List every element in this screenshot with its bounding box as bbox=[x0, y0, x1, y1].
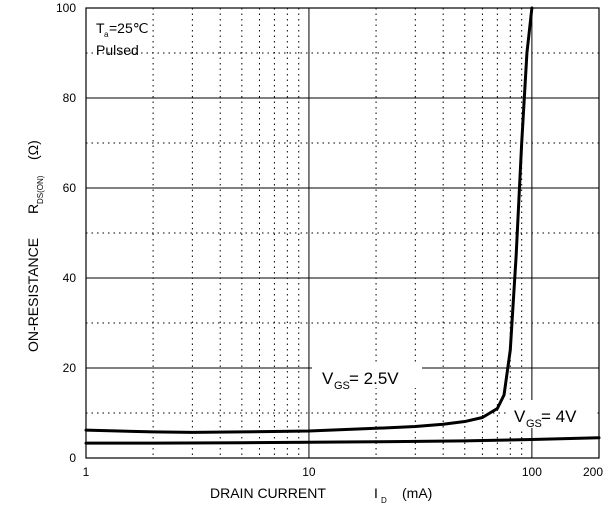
x-tick-label: 200 bbox=[583, 465, 603, 479]
x-axis-title-symbol: I bbox=[374, 485, 378, 501]
label-vgs-4v-bg bbox=[508, 400, 596, 428]
tick-labels: 1 10 100 200 0 20 40 60 80 100 bbox=[56, 1, 603, 479]
y-tick-label: 100 bbox=[56, 1, 76, 15]
y-tick-label: 20 bbox=[63, 361, 77, 375]
label-vgs-4v-value: = 4V bbox=[541, 407, 577, 426]
curve-series-2 bbox=[84, 436, 601, 445]
label-vgs-4v-v: V bbox=[514, 407, 526, 426]
x-tick-label: 1 bbox=[83, 465, 90, 479]
ta-symbol: T bbox=[96, 20, 105, 36]
plot-frame bbox=[85, 7, 600, 459]
x-axis-title: DRAIN CURRENT I D (mA) bbox=[210, 485, 432, 505]
conditions-annotation: T a =25℃ Pulsed bbox=[96, 20, 148, 58]
x-axis-title-subscript: D bbox=[381, 496, 387, 505]
x-axis-title-unit: (mA) bbox=[402, 485, 432, 501]
y-axis-title-unit: (Ω) bbox=[25, 140, 41, 160]
x-tick-label: 100 bbox=[522, 465, 542, 479]
x-tick-label: 10 bbox=[302, 465, 316, 479]
label-vgs-2-5v-bg bbox=[312, 362, 422, 388]
label-vgs-2-5v: V GS = 2.5V bbox=[312, 362, 422, 392]
curves bbox=[84, 6, 601, 445]
label-vgs-2-5v-v: V bbox=[322, 369, 334, 388]
y-tick-label: 60 bbox=[63, 181, 77, 195]
y-axis-title-text: ON-RESISTANCE bbox=[25, 238, 41, 352]
y-tick-label: 80 bbox=[63, 91, 77, 105]
ta-subscript: a bbox=[104, 30, 109, 39]
label-vgs-2-5v-sub: GS bbox=[334, 380, 350, 392]
label-vgs-4v-sub: GS bbox=[526, 418, 542, 430]
y-axis-title-symbol: R bbox=[25, 204, 41, 214]
label-vgs-2-5v-value: = 2.5V bbox=[349, 369, 399, 388]
y-tick-label: 0 bbox=[69, 451, 76, 465]
ta-value: =25℃ bbox=[109, 20, 148, 36]
y-axis-title-subscript: DS(ON) bbox=[36, 175, 45, 204]
label-vgs-4v: V GS = 4V bbox=[508, 400, 596, 430]
y-axis-title: ON-RESISTANCE R DS(ON) (Ω) bbox=[25, 140, 45, 352]
y-tick-label: 40 bbox=[63, 271, 77, 285]
curve-series-1 bbox=[84, 6, 534, 434]
pulsed-label: Pulsed bbox=[96, 42, 139, 58]
x-axis-title-text: DRAIN CURRENT bbox=[210, 485, 326, 501]
